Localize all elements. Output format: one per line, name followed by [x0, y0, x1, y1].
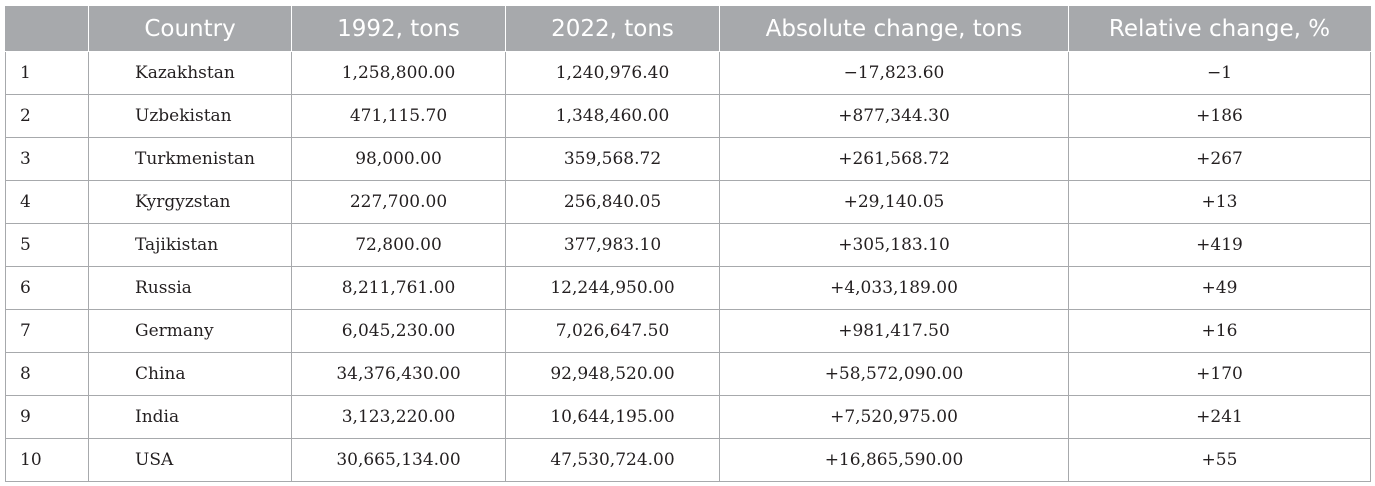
table-row: 4 Kyrgyzstan 227,700.00 256,840.05 +29,1…	[5, 180, 1371, 224]
row-country: Uzbekistan	[88, 94, 292, 138]
row-country: USA	[88, 438, 292, 482]
row-relative-change: +16	[1068, 309, 1371, 353]
row-index: 3	[5, 137, 89, 181]
row-2022: 1,240,976.40	[505, 51, 720, 95]
header-index	[5, 6, 89, 52]
row-1992: 3,123,220.00	[291, 395, 506, 439]
row-2022: 92,948,520.00	[505, 352, 720, 396]
row-2022: 1,348,460.00	[505, 94, 720, 138]
table-row: 8 China 34,376,430.00 92,948,520.00 +58,…	[5, 352, 1371, 396]
row-absolute-change: +305,183.10	[719, 223, 1069, 267]
row-relative-change: +55	[1068, 438, 1371, 482]
row-1992: 227,700.00	[291, 180, 506, 224]
row-absolute-change: −17,823.60	[719, 51, 1069, 95]
row-absolute-change: +29,140.05	[719, 180, 1069, 224]
row-index: 5	[5, 223, 89, 267]
row-index: 2	[5, 94, 89, 138]
row-absolute-change: +7,520,975.00	[719, 395, 1069, 439]
header-1992: 1992, tons	[291, 6, 506, 52]
header-relative-change: Relative change, %	[1068, 6, 1371, 52]
table-row: 3 Turkmenistan 98,000.00 359,568.72 +261…	[5, 137, 1371, 181]
row-index: 4	[5, 180, 89, 224]
row-2022: 10,644,195.00	[505, 395, 720, 439]
table-row: 7 Germany 6,045,230.00 7,026,647.50 +981…	[5, 309, 1371, 353]
row-1992: 98,000.00	[291, 137, 506, 181]
table-body: 1 Kazakhstan 1,258,800.00 1,240,976.40 −…	[5, 51, 1371, 482]
table-row: 2 Uzbekistan 471,115.70 1,348,460.00 +87…	[5, 94, 1371, 138]
table-row: 5 Tajikistan 72,800.00 377,983.10 +305,1…	[5, 223, 1371, 267]
row-1992: 1,258,800.00	[291, 51, 506, 95]
row-index: 1	[5, 51, 89, 95]
table-row: 10 USA 30,665,134.00 47,530,724.00 +16,8…	[5, 438, 1371, 482]
row-relative-change: −1	[1068, 51, 1371, 95]
row-relative-change: +13	[1068, 180, 1371, 224]
table-row: 9 India 3,123,220.00 10,644,195.00 +7,52…	[5, 395, 1371, 439]
header-absolute-change: Absolute change, tons	[719, 6, 1069, 52]
row-country: Russia	[88, 266, 292, 310]
row-absolute-change: +16,865,590.00	[719, 438, 1069, 482]
row-country: Tajikistan	[88, 223, 292, 267]
row-relative-change: +186	[1068, 94, 1371, 138]
row-1992: 30,665,134.00	[291, 438, 506, 482]
row-country: China	[88, 352, 292, 396]
row-absolute-change: +4,033,189.00	[719, 266, 1069, 310]
header-2022: 2022, tons	[505, 6, 720, 52]
data-table-container: Country 1992, tons 2022, tons Absolute c…	[5, 6, 1371, 482]
row-relative-change: +419	[1068, 223, 1371, 267]
row-1992: 34,376,430.00	[291, 352, 506, 396]
row-2022: 359,568.72	[505, 137, 720, 181]
header-row: Country 1992, tons 2022, tons Absolute c…	[5, 6, 1371, 52]
row-index: 8	[5, 352, 89, 396]
row-1992: 471,115.70	[291, 94, 506, 138]
row-index: 7	[5, 309, 89, 353]
row-1992: 72,800.00	[291, 223, 506, 267]
table-row: 6 Russia 8,211,761.00 12,244,950.00 +4,0…	[5, 266, 1371, 310]
row-country: Kyrgyzstan	[88, 180, 292, 224]
table-row: 1 Kazakhstan 1,258,800.00 1,240,976.40 −…	[5, 51, 1371, 95]
row-absolute-change: +261,568.72	[719, 137, 1069, 181]
row-relative-change: +241	[1068, 395, 1371, 439]
row-2022: 7,026,647.50	[505, 309, 720, 353]
data-table: Country 1992, tons 2022, tons Absolute c…	[5, 6, 1371, 482]
row-relative-change: +49	[1068, 266, 1371, 310]
row-index: 10	[5, 438, 89, 482]
table-header: Country 1992, tons 2022, tons Absolute c…	[5, 6, 1371, 52]
row-relative-change: +170	[1068, 352, 1371, 396]
row-relative-change: +267	[1068, 137, 1371, 181]
row-absolute-change: +58,572,090.00	[719, 352, 1069, 396]
row-2022: 256,840.05	[505, 180, 720, 224]
row-index: 9	[5, 395, 89, 439]
row-1992: 8,211,761.00	[291, 266, 506, 310]
row-2022: 377,983.10	[505, 223, 720, 267]
row-country: Kazakhstan	[88, 51, 292, 95]
row-index: 6	[5, 266, 89, 310]
row-2022: 12,244,950.00	[505, 266, 720, 310]
row-absolute-change: +877,344.30	[719, 94, 1069, 138]
row-2022: 47,530,724.00	[505, 438, 720, 482]
row-country: India	[88, 395, 292, 439]
row-absolute-change: +981,417.50	[719, 309, 1069, 353]
row-country: Turkmenistan	[88, 137, 292, 181]
row-country: Germany	[88, 309, 292, 353]
row-1992: 6,045,230.00	[291, 309, 506, 353]
header-country: Country	[88, 6, 292, 52]
